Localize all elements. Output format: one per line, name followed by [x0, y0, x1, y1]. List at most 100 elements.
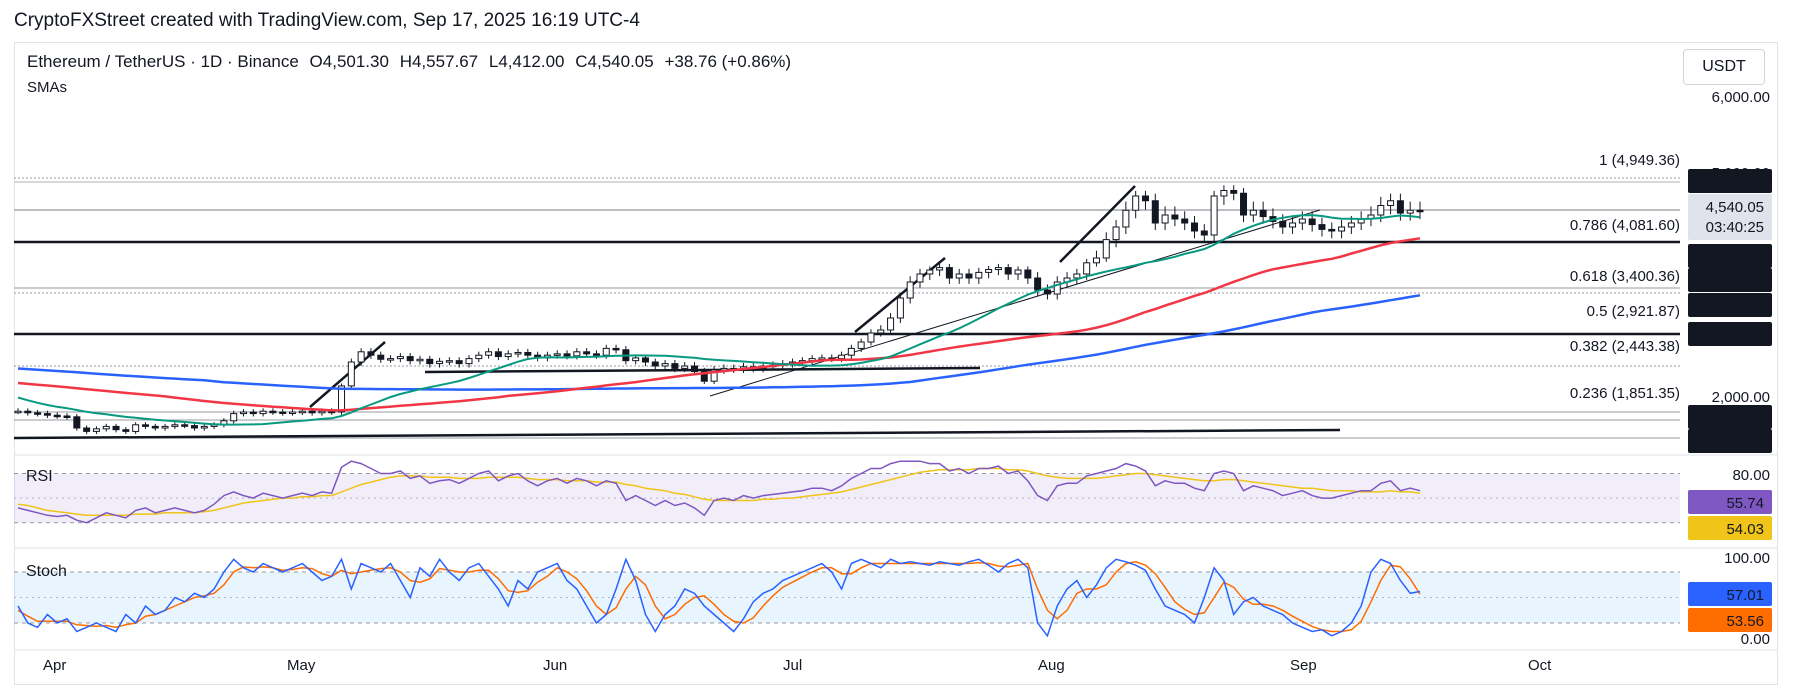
stoch-label[interactable]: Stoch: [26, 563, 67, 580]
price-label: 2,852.02: [1706, 327, 1764, 344]
candle-body: [1083, 262, 1091, 275]
stoch-tick-100: 100.00: [1724, 550, 1770, 567]
symbol-name[interactable]: Ethereum / TetherUS · 1D · Binance: [27, 52, 299, 71]
time-tick-may: May: [287, 657, 316, 674]
fib-label-0_786: 0.786 (4,081.60): [1570, 217, 1680, 234]
indicator-label[interactable]: SMAs: [27, 79, 68, 96]
sma100-line: [17, 294, 1421, 391]
stoch-k-value-label: 57.01: [1726, 587, 1764, 604]
candle-body: [1161, 214, 1169, 224]
price-label: 3,472.37: [1706, 298, 1764, 315]
candle-body: [504, 353, 512, 358]
candle-body: [1406, 209, 1414, 214]
candle-body: [632, 357, 640, 362]
candle-body: [1289, 222, 1297, 228]
candle-body: [1396, 200, 1404, 214]
candle-body: [239, 411, 247, 415]
stoch-d-line: [17, 561, 1421, 633]
candle-body: [1200, 230, 1208, 236]
price-label-box: [1688, 405, 1772, 429]
candle-body: [1073, 273, 1081, 279]
candle-body: [141, 424, 149, 427]
rsi-ma-value-label: 54.03: [1726, 521, 1764, 538]
candle-body: [1259, 209, 1267, 218]
candle-body: [426, 358, 434, 365]
candle-body: [416, 358, 424, 362]
rsi-value-label: 55.74: [1726, 495, 1764, 512]
candle-body: [1092, 257, 1100, 264]
candle-body: [230, 413, 238, 422]
candle-body: [514, 351, 522, 355]
candle-body: [485, 351, 493, 356]
candle-body: [838, 354, 846, 360]
candle-body: [690, 365, 698, 373]
candle-body: [161, 425, 169, 429]
candle-body: [955, 273, 963, 279]
candle-body: [171, 424, 179, 427]
candle-body: [269, 410, 277, 414]
candle-body: [53, 414, 61, 418]
candle-body: [298, 410, 306, 414]
candle-body: [1210, 195, 1218, 236]
candle-body: [1249, 209, 1257, 216]
countdown-label: 03:40:25: [1706, 219, 1764, 236]
sma50-line: [17, 237, 1421, 412]
candle-body: [1416, 209, 1424, 213]
candle-body: [1004, 267, 1012, 275]
price-label-box: [1688, 322, 1772, 346]
candle-body: [1240, 192, 1248, 216]
candle-body: [681, 365, 689, 369]
candle-body: [926, 269, 934, 275]
candle-body: [671, 363, 679, 369]
candle-body: [612, 347, 620, 351]
rsi-ma-line: [17, 467, 1421, 517]
candle-body: [1220, 190, 1228, 197]
candle-body: [641, 357, 649, 363]
candle-body: [1181, 218, 1189, 224]
candle-body: [563, 353, 571, 357]
candle-body: [651, 361, 659, 367]
rsi-label[interactable]: RSI: [26, 468, 53, 485]
trend-line-base: [13, 428, 1341, 440]
time-tick-sep: Sep: [1290, 657, 1317, 674]
candle-body: [1328, 228, 1336, 232]
candle-body: [936, 267, 944, 271]
stoch-tick-0: 0.00: [1741, 631, 1770, 648]
fib-label-0_382: 0.382 (2,443.38): [1570, 338, 1680, 355]
candle-body: [249, 411, 257, 415]
candle-body: [357, 351, 365, 363]
rsi-tick-80: 80.00: [1732, 467, 1770, 484]
price-tick-6000: 6,000.00: [1712, 89, 1770, 106]
candle-body: [1024, 269, 1032, 279]
candle-body: [1191, 222, 1199, 232]
candle-body: [857, 341, 865, 349]
candle-body: [985, 269, 993, 273]
candle-body: [553, 353, 561, 356]
change-value: +38.76 (+0.86%): [664, 52, 792, 71]
rsi-line: [17, 460, 1421, 524]
currency-unit-button[interactable]: USDT: [1683, 49, 1765, 85]
candle-body: [847, 347, 855, 356]
candle-body: [1151, 200, 1159, 224]
candle-body: [602, 347, 610, 356]
candle-body: [1230, 190, 1238, 194]
sma20-line: [17, 214, 1421, 426]
candle-body: [877, 329, 885, 334]
candle-body: [1102, 239, 1110, 259]
impulse-line-aug: [1059, 185, 1136, 263]
time-tick-jun: Jun: [543, 657, 567, 674]
candle-body: [710, 369, 718, 382]
candle-body: [994, 267, 1002, 271]
candle-body: [1279, 220, 1287, 228]
candle-body: [83, 427, 91, 432]
candle-body: [181, 424, 189, 427]
price-label: 4,492.09: [1706, 249, 1764, 266]
time-tick-oct: Oct: [1528, 657, 1552, 674]
price-tick-2000: 2,000.00: [1712, 389, 1770, 406]
candle-body: [318, 410, 326, 414]
stoch-k-line: [17, 557, 1421, 638]
price-label: 4,870.47: [1706, 174, 1764, 191]
candle-body: [1122, 209, 1130, 228]
